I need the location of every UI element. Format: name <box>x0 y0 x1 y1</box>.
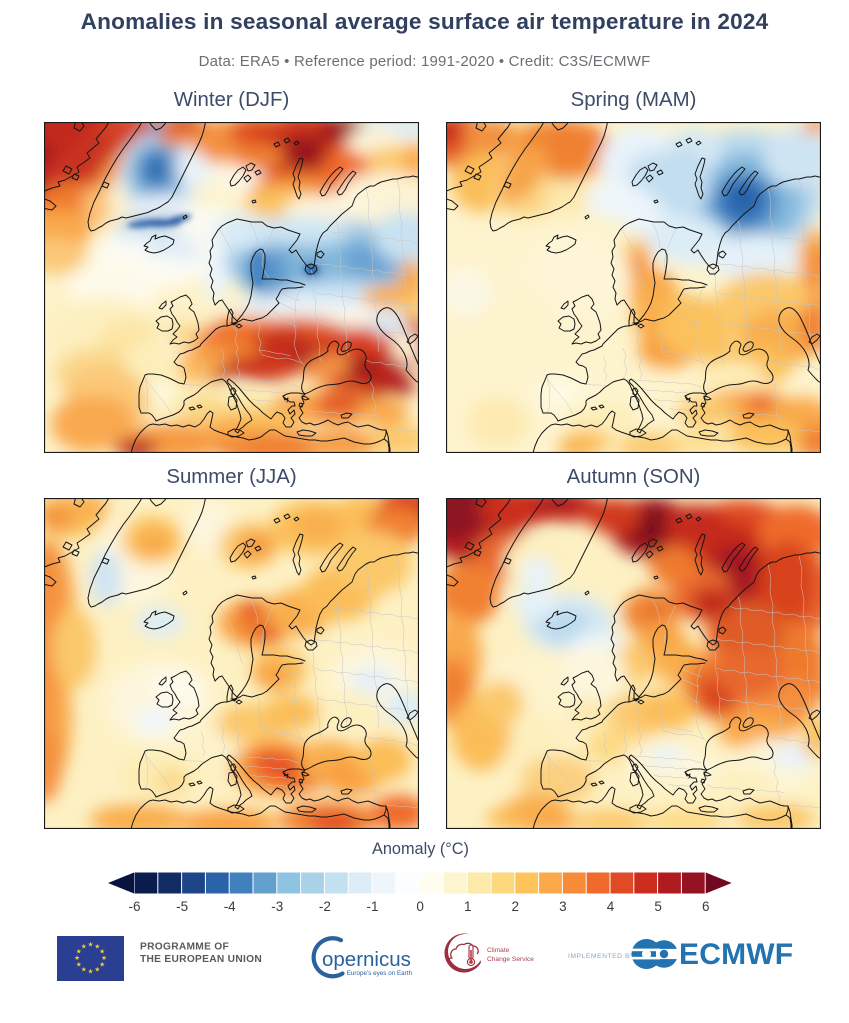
svg-text:-6: -6 <box>128 899 140 914</box>
svg-text:★: ★ <box>81 942 87 950</box>
svg-text:★: ★ <box>99 961 105 969</box>
svg-text:THE EUROPEAN UNION: THE EUROPEAN UNION <box>140 954 262 965</box>
svg-text:PROGRAMME OF: PROGRAMME OF <box>140 942 229 953</box>
svg-text:-1: -1 <box>366 899 378 914</box>
svg-text:★: ★ <box>76 961 82 969</box>
svg-text:IMPLEMENTED BY: IMPLEMENTED BY <box>568 953 635 960</box>
svg-text:★: ★ <box>81 966 87 974</box>
svg-text:★: ★ <box>74 954 80 962</box>
svg-text:-3: -3 <box>271 899 283 914</box>
svg-text:-2: -2 <box>319 899 331 914</box>
svg-text:opernicus: opernicus <box>322 948 411 971</box>
svg-text:★: ★ <box>101 954 107 962</box>
svg-text:0: 0 <box>416 899 424 914</box>
svg-text:★: ★ <box>76 947 82 955</box>
svg-text:2: 2 <box>512 899 520 914</box>
svg-text:★: ★ <box>88 941 94 949</box>
svg-text:-4: -4 <box>224 899 236 914</box>
svg-text:1: 1 <box>464 899 472 914</box>
svg-text:-5: -5 <box>176 899 188 914</box>
svg-text:★: ★ <box>99 947 105 955</box>
svg-text:★: ★ <box>94 942 100 950</box>
svg-text:5: 5 <box>654 899 662 914</box>
svg-text:3: 3 <box>559 899 567 914</box>
svg-text:★: ★ <box>94 966 100 974</box>
svg-text:6: 6 <box>702 899 710 914</box>
svg-text:4: 4 <box>607 899 615 914</box>
svg-text:★: ★ <box>88 968 94 976</box>
svg-text:Climate: Climate <box>487 947 510 954</box>
svg-text:ECMWF: ECMWF <box>679 938 793 971</box>
svg-text:Europe's eyes on Earth: Europe's eyes on Earth <box>347 970 413 977</box>
svg-text:Change Service: Change Service <box>487 956 534 963</box>
